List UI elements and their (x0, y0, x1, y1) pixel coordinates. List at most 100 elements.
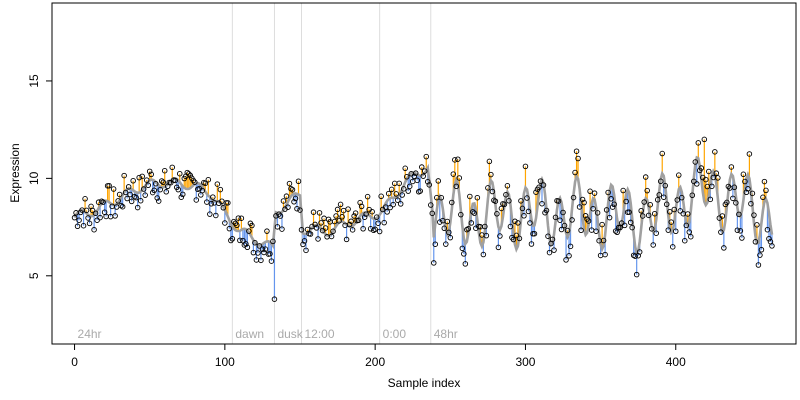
data-point (446, 229, 452, 236)
data-point (89, 207, 96, 214)
data-point (333, 213, 339, 219)
period-label: 24hr (78, 327, 102, 341)
data-point (485, 185, 491, 191)
data-point (443, 241, 449, 247)
data-point (388, 186, 395, 193)
data-point (74, 223, 81, 230)
data-point (400, 186, 407, 192)
data-point (268, 258, 275, 264)
data-point (501, 201, 508, 208)
data-point (510, 236, 517, 243)
data-point (423, 153, 430, 160)
data-point (712, 149, 718, 155)
data-point (560, 209, 566, 216)
data-point (225, 200, 231, 206)
data-point (244, 244, 251, 251)
data-point (600, 237, 607, 244)
data-point (506, 198, 512, 204)
data-point (656, 192, 662, 198)
data-point (657, 178, 664, 185)
data-point (258, 257, 264, 264)
data-point (86, 220, 93, 227)
data-point (733, 200, 739, 206)
data-point (650, 242, 656, 248)
data-point (746, 151, 753, 157)
data-point (375, 220, 381, 226)
data-point (467, 193, 473, 200)
data-point (748, 200, 754, 207)
data-point (713, 170, 720, 176)
data-point (755, 262, 762, 268)
data-point (495, 244, 502, 251)
data-point (178, 194, 185, 200)
fitted-line (73, 155, 774, 256)
data-point (292, 195, 299, 202)
data-point (644, 187, 650, 194)
data-point (393, 191, 399, 197)
data-point (146, 168, 153, 175)
data-point (295, 178, 302, 185)
data-point (297, 207, 303, 213)
data-point (175, 186, 182, 193)
data-point (740, 171, 747, 178)
data-point (639, 213, 646, 219)
data-point (575, 155, 581, 162)
data-point (202, 180, 209, 187)
data-point (737, 228, 744, 234)
data-point (642, 174, 649, 180)
data-point (328, 233, 335, 240)
data-point (399, 192, 405, 198)
data-point (488, 171, 494, 178)
data-point (471, 210, 478, 216)
data-point (519, 205, 526, 212)
data-point (134, 204, 141, 211)
data-point (83, 207, 90, 214)
period-label: 0:00 (383, 327, 407, 341)
data-point (453, 183, 460, 190)
data-point (330, 228, 336, 235)
data-point (516, 235, 523, 242)
data-point (626, 209, 632, 215)
data-point (193, 197, 200, 203)
data-point (525, 208, 532, 215)
data-point (497, 233, 503, 239)
data-point (636, 249, 643, 255)
data-point (116, 191, 123, 198)
data-point (653, 230, 659, 236)
data-point (301, 238, 308, 244)
data-point (545, 233, 551, 239)
data-point (118, 202, 124, 209)
data-point (591, 190, 598, 196)
data-point (355, 217, 362, 224)
data-point (294, 205, 300, 212)
data-point (688, 233, 694, 240)
data-point (665, 227, 671, 233)
data-point (422, 168, 428, 174)
data-point (539, 200, 545, 207)
data-point (343, 236, 350, 243)
data-point (459, 245, 466, 252)
fitted-curve (73, 155, 774, 256)
data-point (507, 223, 514, 230)
data-point (160, 179, 166, 185)
data-point (385, 190, 392, 197)
data-point (428, 202, 434, 208)
data-point (363, 211, 369, 217)
data-point (605, 189, 611, 196)
data-point (482, 223, 488, 230)
data-point (307, 231, 314, 237)
data-point (169, 164, 175, 171)
data-point (462, 261, 469, 267)
data-point (226, 225, 233, 232)
data-point (184, 169, 191, 176)
data-point (549, 236, 556, 243)
data-point (412, 170, 419, 176)
data-point (504, 183, 511, 189)
data-point (238, 215, 245, 221)
data-point (760, 194, 766, 201)
data-point (718, 229, 724, 235)
data-point (561, 222, 568, 229)
data-point (674, 197, 681, 203)
data-point (566, 253, 572, 259)
data-point (528, 241, 535, 247)
